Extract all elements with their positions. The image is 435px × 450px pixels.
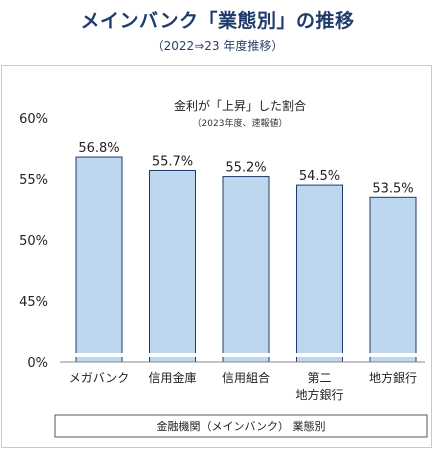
category-label: メガバンク <box>69 371 130 385</box>
category-label: 信用金庫 <box>148 370 196 385</box>
page-title: メインバンク「業態別」の推移 <box>80 10 355 32</box>
category-label: 信用組合 <box>222 370 270 385</box>
data-label: 54.5% <box>299 169 340 184</box>
axis-break-gap <box>369 353 417 357</box>
y-tick-label: 0% <box>27 356 48 371</box>
axis-break-gap <box>148 353 197 357</box>
x-axis-title: 金融機関（メインバンク） 業態別 <box>156 419 325 433</box>
axis-break-gap <box>75 353 123 357</box>
data-label: 55.2% <box>225 161 266 176</box>
data-label: 55.7% <box>152 154 193 169</box>
y-tick-label: 50% <box>19 234 48 249</box>
chart-frame <box>1 65 432 448</box>
data-label: 53.5% <box>372 181 413 196</box>
bar <box>222 176 270 363</box>
y-tick-label: 55% <box>19 173 48 188</box>
bar <box>369 196 417 363</box>
axis-break-gap <box>295 353 344 357</box>
chart-title: 金利が「上昇」した割合 <box>174 98 306 113</box>
bar <box>149 169 196 363</box>
category-label: 第二 <box>307 371 331 385</box>
category-label: 地方銀行 <box>295 387 343 402</box>
page-subtitle: （2022⇒23 年度推移） <box>151 39 284 53</box>
bar <box>75 156 123 363</box>
data-label: 56.8% <box>78 141 119 156</box>
chart-subtitle: （2023年度、速報値） <box>193 117 288 129</box>
x-axis-title-box <box>54 414 428 438</box>
y-tick-label: 60% <box>19 112 48 127</box>
category-label: 地方銀行 <box>369 370 417 385</box>
bar <box>296 184 343 363</box>
y-tick-label: 45% <box>19 295 48 310</box>
axis-break-gap <box>222 353 270 357</box>
